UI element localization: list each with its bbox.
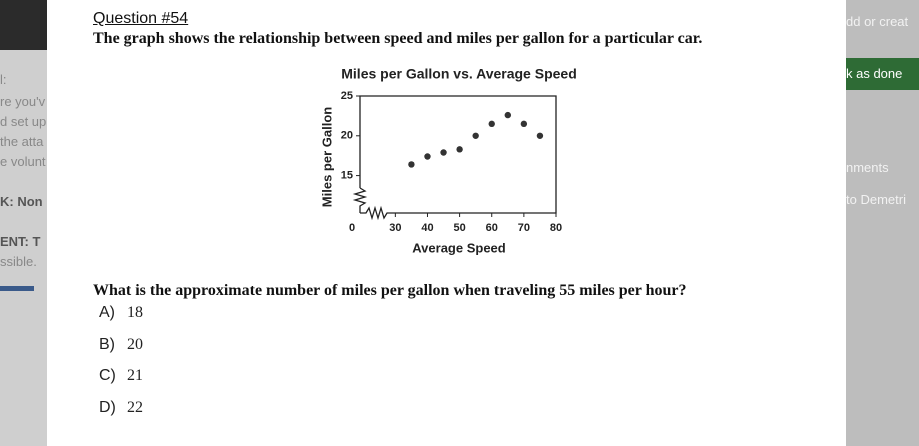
origin-label: 0 [349, 222, 355, 234]
question-ask: What is the approximate number of miles … [93, 282, 687, 299]
y-axis-label: Miles per Gallon [319, 107, 334, 207]
sidebar-text: the atta [0, 134, 44, 149]
data-point [488, 120, 495, 128]
sidebar-text: K: Non [0, 194, 43, 209]
left-sidebar: l: re you'v d set up the atta e volunt K: Non… [0, 50, 47, 446]
sidebar-text: e volunt [0, 154, 46, 169]
data-point [424, 153, 431, 160]
x-tick-label: 80 [550, 222, 562, 234]
option-letter: D) [99, 398, 116, 416]
y-tick-label: 25 [341, 90, 353, 102]
data-point [456, 146, 463, 153]
x-tick-label: 40 [421, 222, 433, 234]
option: D) 22 [99, 399, 143, 417]
data-point [536, 132, 544, 139]
plot-frame [359, 95, 557, 214]
option: C) 21 [99, 367, 143, 385]
x-tick-label: 60 [486, 222, 498, 234]
x-axis-label: Average Speed [412, 240, 506, 255]
x-tick-label: 50 [453, 222, 465, 234]
sidebar-text: to Demetri [846, 192, 906, 207]
sidebar-text: d set up [0, 114, 47, 129]
option-text: 20 [127, 335, 143, 353]
question-number: Question #54 [93, 10, 189, 27]
y-axis-break [352, 187, 368, 213]
option-letter: A) [99, 304, 115, 321]
progress-bar [0, 286, 34, 291]
option-letter: B) [99, 335, 115, 353]
x-tick-label: 30 [389, 222, 401, 234]
option-text: 21 [127, 367, 143, 384]
option-text: 18 [127, 304, 143, 321]
sidebar-text: nments [846, 160, 889, 175]
sidebar-text: re you'v [0, 94, 46, 109]
question-panel: Question #54 The graph shows the relatio… [47, 0, 846, 446]
option: B) 20 [99, 336, 143, 354]
option-letter: C) [99, 367, 116, 384]
y-tick-label: 20 [341, 130, 353, 142]
option: A) 18 [99, 304, 143, 322]
sidebar-text: l: [0, 72, 7, 87]
option-text: 22 [127, 398, 143, 416]
x-tick-label: 70 [518, 222, 530, 234]
question-prompt: The graph shows the relationship between… [93, 30, 703, 47]
chart-title: Miles per Gallon vs. Average Speed [341, 66, 577, 82]
sidebar-text: ssible. [0, 254, 37, 269]
y-tick-label: 15 [341, 169, 353, 181]
chart: Miles per Gallon vs. Average Speed 0 30 40 5… [319, 66, 577, 256]
data-point [472, 132, 479, 139]
data-point [440, 149, 447, 156]
mark-done-button: k as done [846, 58, 919, 90]
sidebar-text: dd or creat [846, 14, 909, 29]
right-sidebar: dd or creat k as done nments to Demetri [846, 0, 919, 446]
data-point [520, 120, 528, 128]
x-axis-break [360, 205, 390, 221]
data-point [504, 111, 512, 119]
sidebar-text: ENT: T [0, 234, 41, 249]
data-point [408, 161, 415, 168]
